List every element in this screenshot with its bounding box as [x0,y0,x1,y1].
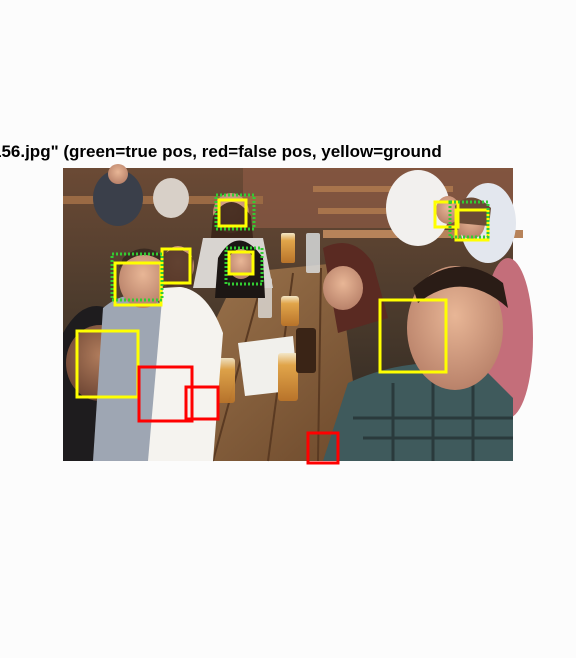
photo-people [63,193,513,461]
ground-truth-box [433,200,460,229]
false-positive-box [184,385,220,421]
false-positive-boxes [137,365,340,465]
ground-truth-box [75,329,140,399]
ground-truth-box [217,198,248,228]
true-positive-boxes [110,193,490,302]
detection-photo [63,164,533,465]
true-positive-box [110,252,164,302]
ground-truth-boxes [75,198,490,399]
ground-truth-box [378,298,448,374]
ground-truth-box [227,250,255,276]
figure-title: 156.jpg" (green=true pos, red=false pos,… [0,142,442,161]
false-positive-box [306,431,340,465]
false-positive-box [137,365,194,423]
true-positive-box [224,246,264,286]
true-positive-box [448,200,490,239]
